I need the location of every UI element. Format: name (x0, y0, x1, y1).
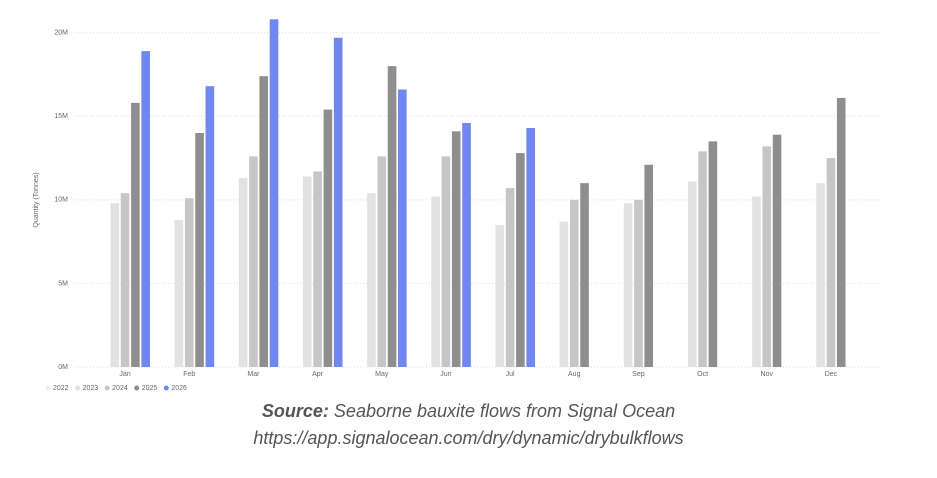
y-axis-label: Quantity (Tonnes) (33, 172, 40, 227)
bar (333, 37, 343, 367)
x-tick-label: Dec (825, 371, 838, 378)
legend-swatch (45, 385, 51, 391)
bar (398, 89, 407, 368)
x-tick-label: Jul (506, 371, 515, 378)
y-tick-label: 15M (54, 113, 68, 120)
x-tick-label: Sep (632, 371, 645, 378)
bar (698, 151, 707, 367)
chart: Quantity (Tonnes) 0M 5M 10M 15M 20M Jan Feb Mar… (33, 19, 880, 392)
x-tick-label: Jun (440, 371, 451, 378)
bar (634, 199, 643, 367)
bar (644, 164, 654, 367)
caption-source: Source: Seaborne bauxite flows from Sign… (0, 401, 937, 422)
x-tick-label: Mar (247, 371, 260, 378)
bar (451, 131, 461, 367)
bar (131, 102, 140, 368)
bar (238, 178, 248, 367)
bar (505, 188, 515, 367)
x-tick-label: Nov (761, 371, 774, 378)
bar (569, 199, 579, 367)
legend-label: 2025 (142, 385, 158, 392)
legend-swatch (163, 385, 169, 391)
bar (495, 224, 505, 367)
bar (772, 134, 782, 367)
legend-label: 2024 (112, 385, 128, 392)
bar (367, 193, 376, 367)
bar (259, 76, 269, 368)
bar (431, 196, 440, 367)
source-label: Source: (261, 401, 329, 421)
bar (249, 156, 258, 367)
y-tick-label: 20M (54, 30, 68, 37)
bar (387, 66, 397, 368)
bar (762, 146, 772, 367)
x-tick-label: Jan (119, 371, 130, 378)
bar (120, 193, 130, 367)
legend-label: 2022 (53, 385, 69, 392)
bar (269, 19, 279, 367)
bar (195, 133, 204, 367)
bar (526, 127, 535, 367)
bar (174, 219, 184, 367)
y-tick-label: 0M (58, 364, 68, 371)
bar (462, 122, 471, 367)
bar (826, 158, 836, 367)
y-tick-label: 5M (58, 280, 68, 287)
bar (687, 181, 697, 367)
legend-label: 2026 (171, 385, 187, 392)
bar (377, 156, 387, 367)
bar (141, 51, 150, 367)
bar (313, 171, 322, 367)
x-tick-label: Apr (312, 371, 324, 378)
x-tick-label: Feb (183, 371, 195, 378)
bar (516, 153, 525, 367)
legend-swatch (134, 385, 140, 391)
bar (302, 176, 312, 367)
caption-url: https://app.signalocean.com/dry/dynamic/… (253, 428, 684, 448)
bar (836, 97, 846, 368)
bar (110, 203, 120, 367)
bar (323, 109, 333, 367)
bar (559, 221, 569, 367)
bar (708, 141, 718, 367)
bar (184, 198, 194, 367)
legend-label: 2023 (83, 385, 99, 392)
legend-swatch (104, 385, 110, 391)
bar (623, 203, 633, 367)
bar (580, 183, 589, 367)
bar (441, 156, 451, 367)
x-tick-label: Aug (568, 371, 581, 378)
legend-swatch (75, 385, 81, 391)
source-text: Seaborne bauxite flows from Signal Ocean (333, 401, 676, 421)
bar (752, 196, 761, 367)
x-tick-label: Oct (697, 371, 708, 378)
x-tick-label: May (375, 371, 389, 378)
bar (205, 86, 215, 367)
bar (816, 183, 825, 367)
y-tick-label: 10M (54, 197, 68, 204)
